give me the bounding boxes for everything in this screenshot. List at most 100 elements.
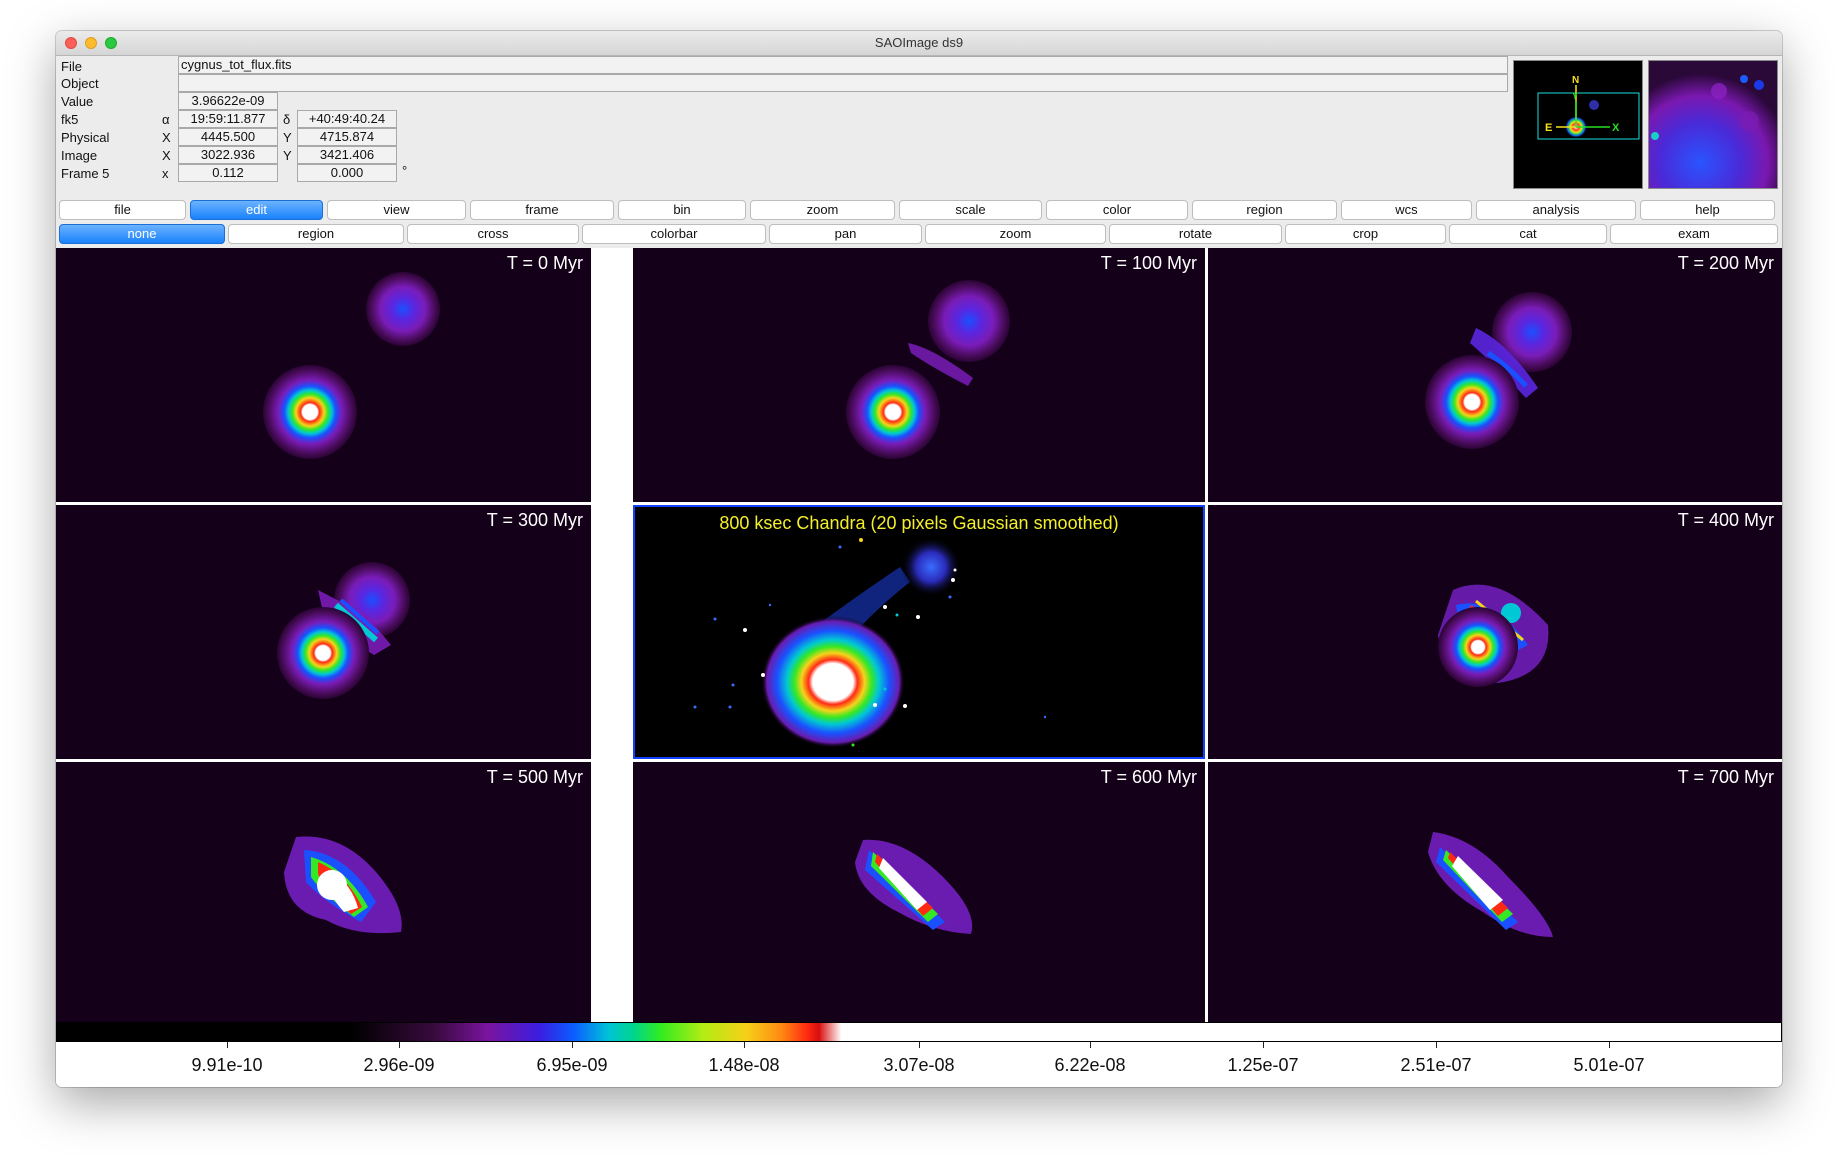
mode-button-pan[interactable]: pan — [769, 224, 922, 244]
image-label: Image — [61, 148, 98, 163]
value-label: Value — [61, 94, 94, 109]
colorbar-tick-label: 3.07e-08 — [883, 1055, 955, 1075]
frame-t200[interactable]: T = 200 Myr — [1208, 248, 1782, 502]
mode-button-exam[interactable]: exam — [1610, 224, 1778, 244]
file-label: File — [61, 59, 82, 74]
colorbar-tick-label: 9.91e-10 — [191, 1055, 263, 1075]
menu-button-bin[interactable]: bin — [618, 200, 746, 220]
mode-button-cross[interactable]: cross — [407, 224, 579, 244]
colorbar-tick-mark — [1609, 1042, 1610, 1048]
menu-button-file[interactable]: file — [59, 200, 186, 220]
file-field: cygnus_tot_flux.fits — [178, 56, 1508, 74]
mode-button-region[interactable]: region — [228, 224, 404, 244]
frame-title: T = 200 Myr — [1677, 253, 1774, 273]
frame-t400[interactable]: T = 400 Myr — [1208, 505, 1782, 759]
mode-button-zoom[interactable]: zoom — [925, 224, 1106, 244]
frame-chandra-image — [693, 537, 1047, 748]
frame-t700-image — [1428, 832, 1553, 937]
frame-t600-image — [855, 839, 973, 934]
frame-t0[interactable]: T = 0 Myr — [56, 248, 591, 502]
frame-title: T = 0 Myr — [506, 253, 583, 273]
menu-button-color[interactable]: color — [1046, 200, 1188, 220]
title-bar: SAOImage ds9 — [56, 31, 1782, 56]
panner-n-label: N — [1572, 75, 1579, 86]
fk5-label: fk5 — [61, 112, 79, 127]
menu-button-frame[interactable]: frame — [470, 200, 614, 220]
frame-t600[interactable]: T = 600 Myr — [633, 762, 1205, 1022]
menu-button-scale[interactable]: scale — [899, 200, 1042, 220]
frame-t100[interactable]: T = 100 Myr — [633, 248, 1205, 502]
frame-t700[interactable]: T = 700 Myr — [1208, 762, 1782, 1022]
frame-zoom-field: 0.112 — [178, 164, 278, 182]
magnifier-image — [1649, 61, 1777, 188]
panner-y-label: Y — [1572, 91, 1578, 101]
physical-x-symbol: X — [162, 130, 171, 145]
colorbar-tick-label: 2.96e-09 — [363, 1055, 435, 1075]
frame-title: T = 100 Myr — [1100, 253, 1197, 273]
frame-title: T = 500 Myr — [486, 767, 583, 787]
colorbar-tick-label: 6.22e-08 — [1054, 1055, 1126, 1075]
object-field — [178, 74, 1508, 92]
colorbar-tick-mark — [919, 1042, 920, 1048]
frame-t500-image — [284, 836, 402, 934]
object-label: Object — [61, 76, 99, 91]
mode-button-colorbar[interactable]: colorbar — [582, 224, 766, 244]
magnifier-panel — [1648, 60, 1778, 189]
physical-y-symbol: Y — [283, 130, 292, 145]
mode-button-none[interactable]: none — [59, 224, 225, 244]
frame-title: T = 400 Myr — [1677, 510, 1774, 530]
colorbar-tick-mark — [1090, 1042, 1091, 1048]
frame-t300[interactable]: T = 300 Myr — [56, 505, 591, 759]
value-field: 3.96622e-09 — [178, 92, 278, 110]
physical-x-field: 4445.500 — [178, 128, 278, 146]
mode-button-crop[interactable]: crop — [1285, 224, 1446, 244]
menu-button-wcs[interactable]: wcs — [1341, 200, 1472, 220]
image-y-symbol: Y — [283, 148, 292, 163]
menu-button-edit[interactable]: edit — [190, 200, 323, 220]
delta-symbol: δ — [283, 112, 291, 127]
colorbar-tick-mark — [744, 1042, 745, 1048]
frame-t200-image — [1425, 292, 1572, 449]
mode-button-rotate[interactable]: rotate — [1109, 224, 1282, 244]
colorbar-tick-mark — [572, 1042, 573, 1048]
colorbar-tick-label: 1.48e-08 — [708, 1055, 780, 1075]
frame-title: T = 700 Myr — [1677, 767, 1774, 787]
minimize-window-button[interactable] — [85, 37, 97, 49]
physical-y-field: 4715.874 — [297, 128, 397, 146]
frame-x-symbol: x — [162, 166, 169, 181]
frame-t300-image — [277, 562, 410, 699]
menu-button-zoom[interactable]: zoom — [750, 200, 895, 220]
colorbar-tick-label: 6.95e-09 — [536, 1055, 608, 1075]
panner-x-label: X — [1612, 122, 1620, 134]
alpha-symbol: α — [162, 112, 170, 127]
menu-button-region[interactable]: region — [1192, 200, 1337, 220]
mode-button-cat[interactable]: cat — [1449, 224, 1607, 244]
panner-e-label: E — [1545, 122, 1552, 134]
frame-title: 800 ksec Chandra (20 pixels Gaussian smo… — [719, 513, 1119, 533]
panner-panel[interactable]: E X N Y — [1513, 60, 1643, 189]
frames-tile-area: T = 0 Myr T = 100 Myr T = 200 Myr — [56, 248, 1782, 1022]
frame-t400-image — [1438, 584, 1549, 687]
degree-symbol: ° — [402, 163, 408, 178]
fk5-delta-field: +40:49:40.24 — [297, 110, 397, 128]
frame-t0-image — [263, 272, 440, 459]
fk5-alpha-field: 19:59:11.877 — [178, 110, 278, 128]
colorbar-tick-mark — [399, 1042, 400, 1048]
menu-button-analysis[interactable]: analysis — [1476, 200, 1636, 220]
frame-chandra-current[interactable]: 800 ksec Chandra (20 pixels Gaussian smo… — [633, 505, 1205, 759]
close-window-button[interactable] — [65, 37, 77, 49]
colorbar-tick-label: 5.01e-07 — [1573, 1055, 1645, 1075]
frame-t100-image — [846, 280, 1010, 459]
frame-title: T = 300 Myr — [486, 510, 583, 530]
colorbar-tick-mark — [227, 1042, 228, 1048]
frame-angle-field: 0.000 — [297, 164, 397, 182]
panner-image: E X N Y — [1537, 75, 1640, 140]
menu-button-help[interactable]: help — [1640, 200, 1775, 220]
colorbar-tick-label: 1.25e-07 — [1227, 1055, 1299, 1075]
frame-t500[interactable]: T = 500 Myr — [56, 762, 591, 1022]
menu-button-view[interactable]: view — [327, 200, 466, 220]
colorbar-tick-mark — [1263, 1042, 1264, 1048]
ds9-window: SAOImage ds9 File cygnus_tot_flux.fits O… — [56, 31, 1782, 1087]
maximize-window-button[interactable] — [105, 37, 117, 49]
colorbar[interactable] — [56, 1022, 1782, 1042]
